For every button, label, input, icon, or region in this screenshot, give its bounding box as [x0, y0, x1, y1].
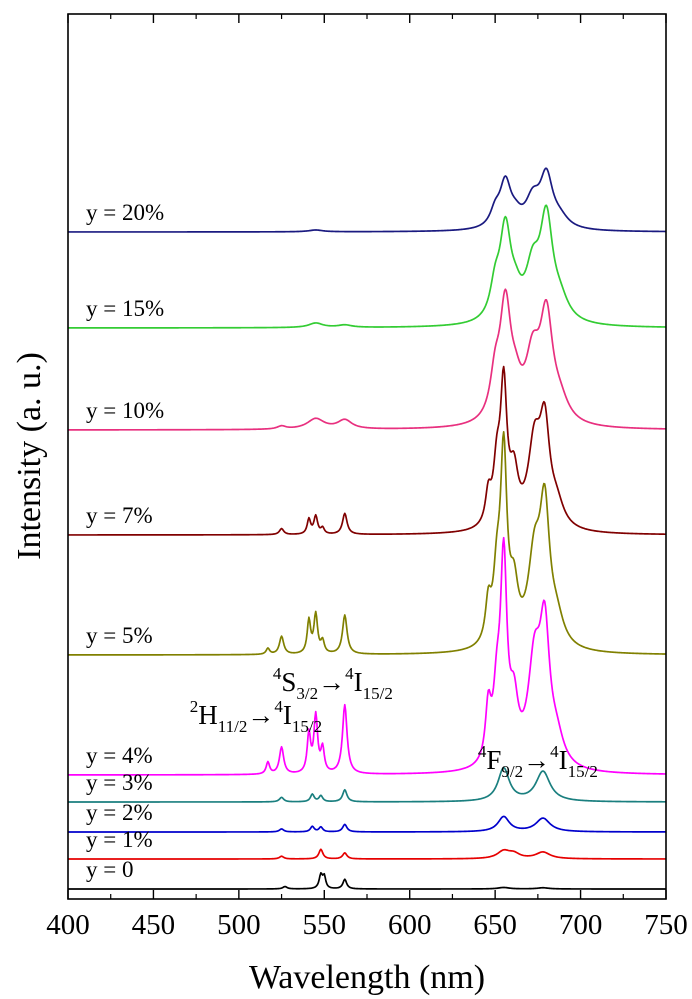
spectrum-curves: [68, 167, 667, 890]
x-axis-label: Wavelength (nm): [249, 959, 485, 996]
curve-label-4: y = 4%: [86, 743, 153, 768]
curve-label-1: y = 1%: [86, 827, 153, 852]
curve-label-7: y = 10%: [86, 398, 164, 423]
spectrum-line-5: [68, 431, 667, 656]
x-tick-label-700: 700: [559, 909, 603, 941]
curve-label-3: y = 3%: [86, 770, 153, 795]
spectrum-line-2: [68, 815, 666, 833]
transition-label-0: 2H11/2→4I15/2: [190, 697, 322, 736]
x-tick-label-650: 650: [473, 909, 517, 941]
curve-label-5: y = 5%: [86, 623, 153, 648]
spectrum-line-3: [68, 766, 667, 803]
curve-label-0: y = 0: [86, 857, 133, 882]
transition-label-2: 4F9/2→4I15/2: [478, 742, 598, 781]
transition-label-1: 4S3/2→4I15/2: [273, 664, 393, 703]
spectrum-line-7: [68, 288, 667, 431]
spectrum-line-9: [68, 167, 667, 233]
x-tick-label-750: 750: [644, 909, 688, 941]
curve-labels: y = 0 y = 1%y = 2% y = 3%y = 4% y = 5% y = 7…: [86, 200, 164, 882]
spectrum-line-4: [68, 536, 667, 776]
y-axis-label: Intensity (a. u.): [11, 352, 48, 560]
x-axis-ticks: 400 450 500 550 600 650 700 750: [46, 14, 688, 941]
spectrum-line-1: [68, 848, 666, 860]
x-tick-label-600: 600: [388, 909, 432, 941]
curve-label-9: y = 20%: [86, 200, 164, 225]
spectrum-line-0: [68, 871, 666, 890]
x-tick-label-550: 550: [303, 909, 347, 941]
curve-label-6: y = 7%: [86, 503, 153, 528]
x-tick-label-450: 450: [132, 909, 176, 941]
x-tick-label-400: 400: [46, 909, 90, 941]
spectrum-line-6: [68, 365, 667, 536]
curve-label-8: y = 15%: [86, 296, 164, 321]
spectrum-line-8: [68, 204, 667, 329]
curve-label-2: y = 2%: [86, 800, 153, 825]
x-tick-label-500: 500: [217, 909, 261, 941]
